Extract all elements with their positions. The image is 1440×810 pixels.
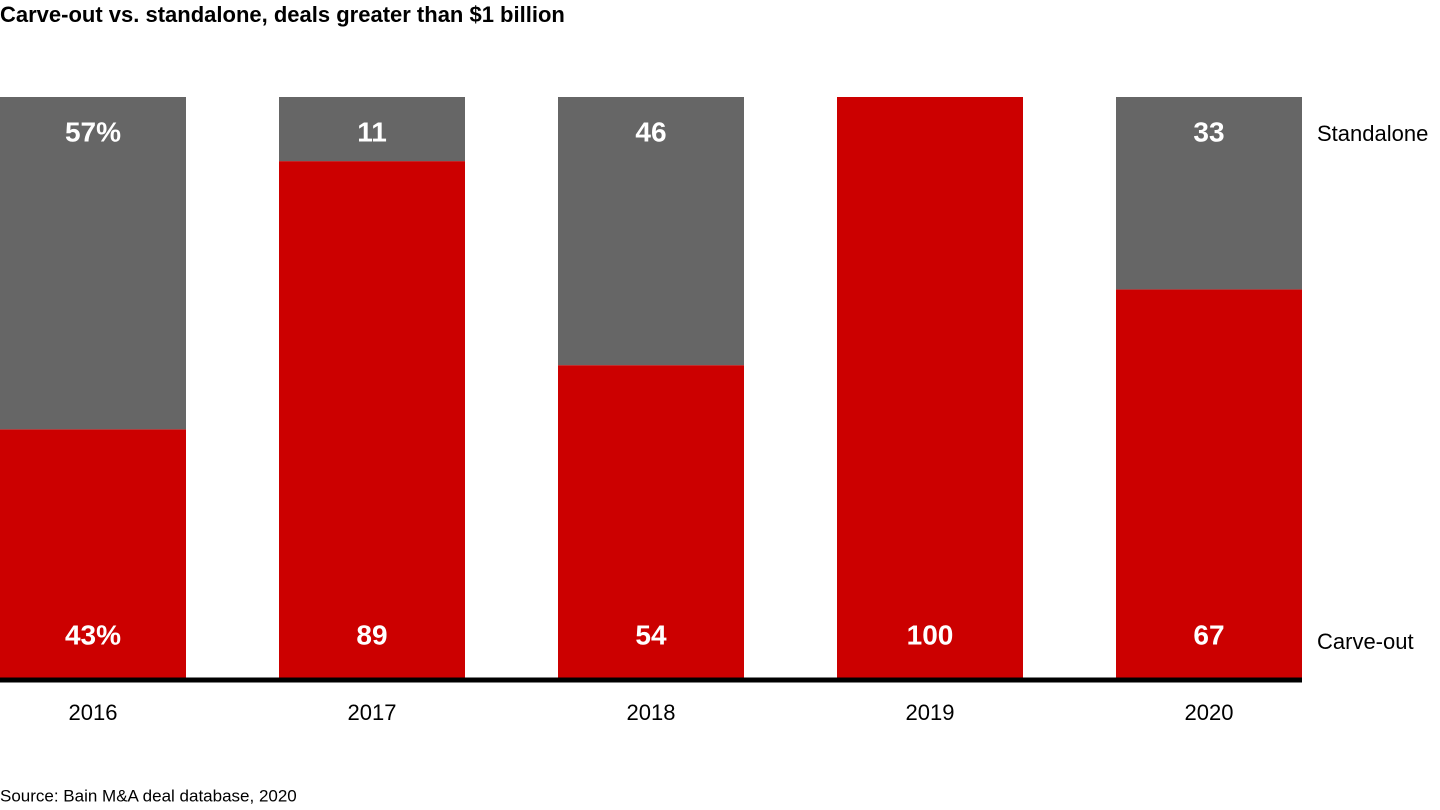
value-label: 33	[1193, 116, 1224, 147]
bar-segment	[558, 365, 744, 680]
bar-segment	[1116, 289, 1302, 680]
bar-segment	[1116, 97, 1302, 290]
bar-segment	[0, 97, 186, 430]
x-tick-label: 2019	[906, 700, 955, 725]
legend-label: Carve-out	[1317, 629, 1414, 654]
legend-label: Standalone	[1317, 121, 1428, 146]
value-label: 54	[635, 619, 667, 650]
x-tick-label: 2020	[1185, 700, 1234, 725]
chart-title: Carve-out vs. standalone, deals greater …	[0, 2, 565, 27]
x-tick-label: 2016	[69, 700, 118, 725]
value-label: 11	[357, 116, 387, 147]
bar-segment	[279, 161, 465, 680]
bar-segment	[837, 97, 1023, 680]
value-label: 46	[635, 116, 666, 147]
bar-segment	[0, 429, 186, 680]
x-tick-label: 2017	[348, 700, 397, 725]
value-label: 43%	[65, 619, 121, 650]
bar-segment	[279, 97, 465, 162]
source-note: Source: Bain M&A deal database, 2020	[0, 786, 297, 805]
bar-segment	[558, 97, 744, 366]
value-label: 89	[356, 619, 387, 650]
value-label: 57%	[65, 116, 121, 147]
value-label: 100	[907, 619, 954, 650]
value-label: 67	[1193, 619, 1224, 650]
x-tick-label: 2018	[627, 700, 676, 725]
